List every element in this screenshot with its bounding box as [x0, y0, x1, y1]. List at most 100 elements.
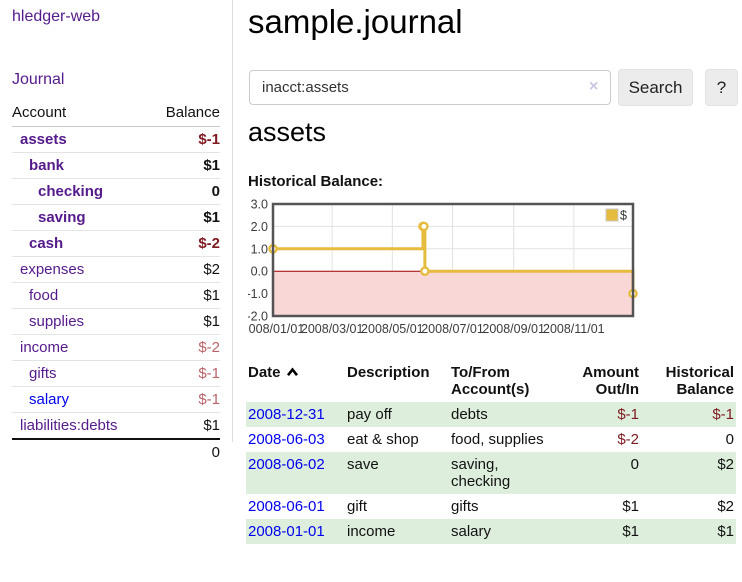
account-link-expenses[interactable]: expenses — [20, 261, 85, 278]
account-link-checking[interactable]: checking — [38, 183, 104, 200]
transaction-date-link[interactable]: 2008-12-31 — [248, 406, 325, 423]
account-link-bank[interactable]: bank — [29, 157, 65, 174]
legend-label: $ — [620, 209, 627, 223]
transaction-description: pay off — [347, 406, 392, 423]
balance-header: Historical Balance — [665, 364, 734, 398]
account-link-food[interactable]: food — [29, 287, 59, 304]
x-axis-tick-label: 2008/05/01 — [361, 322, 424, 336]
sort-by-date-header[interactable]: Date — [246, 359, 345, 402]
y-axis-tick-label: -1.0 — [248, 287, 268, 301]
transaction-balance: $1 — [717, 523, 734, 540]
account-row: assets $-1 — [12, 126, 220, 153]
account-row: food $1 — [12, 282, 220, 309]
account-row: liabilities:debts $1 — [12, 412, 220, 440]
account-balance: $-1 — [149, 126, 220, 153]
transaction-balance: $2 — [717, 456, 734, 473]
account-column-header: Account — [12, 100, 150, 127]
x-axis-tick-label: 2008/07/01 — [421, 322, 484, 336]
account-link-saving[interactable]: saving — [38, 209, 86, 226]
sort-ascending-icon — [286, 364, 299, 381]
transaction-accounts: food, supplies — [451, 431, 544, 448]
transaction-accounts: gifts — [451, 498, 479, 515]
register-row: 2008-06-03 eat & shop food, supplies $-2… — [246, 427, 736, 452]
register-row: 2008-12-31 pay off debts $-1 $-1 — [246, 402, 736, 427]
balance-column-header: Balance — [149, 100, 220, 127]
transaction-description: save — [347, 456, 379, 473]
legend-swatch — [605, 208, 619, 222]
accounts-total-row: 0 — [12, 438, 220, 465]
account-link-gifts[interactable]: gifts — [29, 365, 57, 382]
register-header-row: Date Description To/From Account(s) Amou… — [246, 359, 736, 402]
transaction-date-link[interactable]: 2008-06-01 — [248, 498, 325, 515]
transaction-description: income — [347, 523, 396, 540]
account-row: expenses $2 — [12, 256, 220, 283]
account-row: cash $-2 — [12, 230, 220, 257]
account-balance: $-1 — [149, 386, 220, 413]
transaction-date-link[interactable]: 2008-01-01 — [248, 523, 325, 540]
account-balance: $1 — [149, 282, 220, 309]
x-axis-tick-label: 2008/03/01 — [301, 322, 364, 336]
account-link-salary[interactable]: salary — [29, 391, 70, 408]
x-axis-tick-label: 2008/01/01 — [248, 322, 304, 336]
account-link-supplies[interactable]: supplies — [29, 313, 85, 330]
page-title: sample.journal — [248, 3, 463, 40]
account-row: saving $1 — [12, 204, 220, 231]
account-link-cash[interactable]: cash — [29, 235, 64, 252]
help-button[interactable]: ? — [705, 69, 738, 106]
amount-header: Amount Out/In — [582, 364, 639, 398]
register-table: Date Description To/From Account(s) Amou… — [246, 359, 736, 544]
y-axis-tick-label: 3.0 — [251, 199, 268, 212]
account-balance: $-2 — [149, 230, 220, 257]
account-link-income[interactable]: income — [20, 339, 69, 356]
search-form: × Search ? — [249, 69, 741, 106]
register-row: 2008-01-01 income salary $1 $1 — [246, 519, 736, 544]
transaction-amount: 0 — [630, 456, 639, 473]
transaction-balance: $-1 — [712, 406, 734, 423]
sidebar: hledger-web Journal Account Balance asse… — [0, 0, 233, 465]
account-balance: 0 — [149, 178, 220, 205]
y-axis-tick-label: 1.0 — [251, 242, 268, 256]
account-link-liabilities-debts[interactable]: liabilities:debts — [20, 417, 118, 434]
x-axis-tick-label: 2008/11/01 — [543, 322, 605, 336]
account-heading: assets — [248, 117, 327, 147]
transaction-amount: $1 — [622, 523, 639, 540]
account-balance: $1 — [149, 308, 220, 335]
sidebar-item-journal[interactable]: Journal — [12, 71, 65, 88]
account-balance: $1 — [149, 412, 220, 440]
clear-search-icon[interactable]: × — [589, 78, 599, 95]
transaction-accounts: salary — [451, 523, 492, 540]
search-input[interactable] — [249, 70, 611, 105]
historical-balance-label: Historical Balance: — [248, 173, 384, 190]
account-row: gifts $-1 — [12, 360, 220, 387]
account-balance: $-2 — [149, 334, 220, 361]
transaction-date-link[interactable]: 2008-06-02 — [248, 456, 325, 473]
account-balance: $1 — [149, 204, 220, 231]
y-axis-tick-label: 0.0 — [251, 265, 268, 279]
transaction-balance: $2 — [717, 498, 734, 515]
transaction-balance: 0 — [725, 431, 734, 448]
accounts-total-value: 0 — [149, 438, 220, 465]
app-brand-link[interactable]: hledger-web — [12, 8, 101, 25]
search-button[interactable]: Search — [618, 69, 693, 106]
transaction-date-link[interactable]: 2008-06-03 — [248, 431, 325, 448]
register-row: 2008-06-02 save saving, checking 0 $2 — [246, 452, 736, 494]
transaction-accounts: saving, checking — [451, 456, 511, 490]
account-row: supplies $1 — [12, 308, 220, 335]
account-link-assets[interactable]: assets — [20, 131, 67, 148]
transaction-accounts: debts — [451, 406, 488, 423]
historical-balance-chart: $3.0 2.0 1.0 0.0 -1.0 -2.02008/01/012008/03/0… — [242, 198, 642, 344]
accounts-table: Account Balance assets $-1 bank $1 check… — [12, 100, 220, 465]
transaction-amount: $-1 — [617, 406, 639, 423]
transaction-description: gift — [347, 498, 368, 515]
accounts-table-header: Account Balance — [12, 100, 220, 127]
transaction-amount: $1 — [622, 498, 639, 515]
account-row: checking 0 — [12, 178, 220, 205]
account-row: salary $-1 — [12, 386, 220, 413]
account-row: bank $1 — [12, 152, 220, 179]
account-row: income $-2 — [12, 334, 220, 361]
transaction-description: eat & shop — [347, 431, 419, 448]
chart-canvas: $3.0 2.0 1.0 0.0 -1.0 -2.02008/01/012008/03/0… — [242, 198, 638, 336]
y-axis-tick-label: -2.0 — [248, 310, 268, 324]
y-axis-tick-label: 2.0 — [251, 220, 268, 234]
